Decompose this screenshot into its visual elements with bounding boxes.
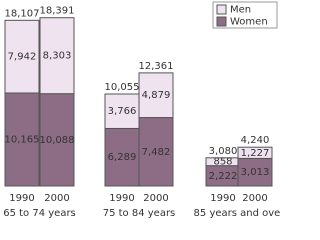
total-label: 10,055 xyxy=(105,82,140,93)
legend-label: Women xyxy=(230,17,268,28)
x-tick-label: 2000 xyxy=(143,193,168,204)
bar-segment xyxy=(237,146,273,159)
group-label: 85 years and over xyxy=(194,208,280,219)
total-label: 18,107 xyxy=(5,8,40,19)
total-label: 3,080 xyxy=(209,146,238,157)
bar-segment xyxy=(104,127,140,187)
group-label: 65 to 74 years xyxy=(3,208,76,219)
total-label: 4,240 xyxy=(241,135,270,146)
value-label: 7,942 xyxy=(8,52,37,63)
value-label: 3,013 xyxy=(241,167,270,178)
x-tick-label: 1990 xyxy=(9,193,34,204)
value-label: 6,289 xyxy=(108,152,137,163)
value-label: 7,482 xyxy=(142,147,171,158)
value-label: 8,303 xyxy=(43,51,72,62)
legend-label: Men xyxy=(230,5,251,16)
bar-segment xyxy=(4,19,40,94)
value-label: 858 xyxy=(213,157,232,168)
value-label: 10,165 xyxy=(5,134,40,145)
value-label: 10,088 xyxy=(40,135,75,146)
bar-segment xyxy=(138,117,174,187)
bar-segment xyxy=(104,93,140,129)
value-label: 2,222 xyxy=(209,171,238,182)
x-tick-label: 1990 xyxy=(210,193,235,204)
total-label: 12,361 xyxy=(139,61,174,72)
value-label: 4,879 xyxy=(142,90,171,101)
legend-swatch xyxy=(216,16,227,27)
bar-segment xyxy=(39,17,75,95)
x-tick-label: 1990 xyxy=(109,193,134,204)
value-label: 3,766 xyxy=(108,106,137,117)
bar-segment xyxy=(4,92,40,187)
legend-swatch xyxy=(216,4,227,15)
bar-segment xyxy=(138,72,174,119)
value-label: 1,227 xyxy=(241,148,270,159)
x-tick-label: 2000 xyxy=(44,193,69,204)
bar-segment xyxy=(237,157,273,187)
x-tick-label: 2000 xyxy=(242,193,267,204)
chart: 10,165 7,942 18,107 1990 10,088 8,303 18,391 20… xyxy=(3,1,280,219)
total-label: 18,391 xyxy=(40,6,75,17)
group-label: 75 to 84 years xyxy=(103,208,176,219)
